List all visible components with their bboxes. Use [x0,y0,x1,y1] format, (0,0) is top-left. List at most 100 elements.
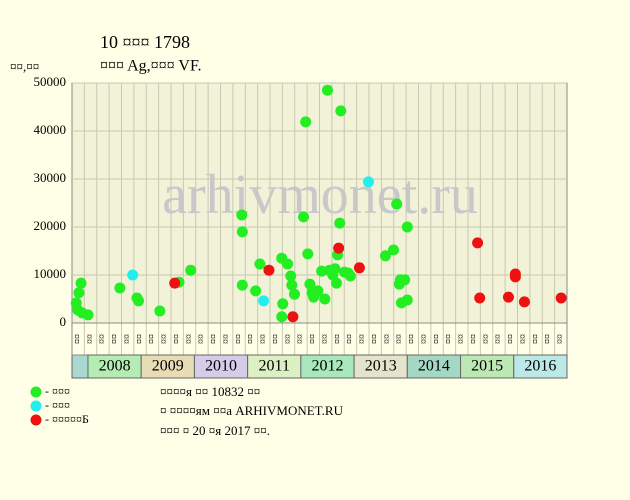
dot [344,270,356,282]
dot [333,242,345,254]
x-tick-label: ¤¤ [308,334,319,344]
dot [321,84,333,96]
dot [285,270,297,282]
dot [185,264,197,276]
x-tick-label: ¤¤ [444,334,455,344]
legend-label: - ¤¤¤ [45,384,70,398]
y-tick-label: 10000 [34,266,67,281]
dot [263,264,275,276]
chart-title: 10 ¤¤¤ 1798 [100,32,190,52]
x-tick-label: ¤¤ [147,334,158,344]
x-tick-label: ¤¤ [85,334,96,344]
note: ¤¤¤ ¤ 20 ¤я 2017 ¤¤. [160,423,270,438]
dot [282,258,294,270]
x-tick-label: ¤¤ [332,334,343,344]
x-tick-label: ¤¤ [134,334,145,344]
x-tick-label: ¤¤ [246,334,257,344]
dot [555,292,567,304]
dot [509,271,521,283]
dot [114,282,126,294]
y-tick-label: 40000 [34,122,67,137]
x-tick-label: ¤¤ [456,334,467,344]
dot [472,237,484,249]
dot [276,311,288,323]
x-tick-label: ¤¤ [233,334,244,344]
year-label: 2011 [259,358,290,375]
x-tick-label: ¤¤ [530,334,541,344]
x-tick-label: ¤¤ [209,334,220,344]
x-tick-label: ¤¤ [97,334,108,344]
x-tick-label: ¤¤ [518,334,529,344]
x-tick-label: ¤¤ [506,334,517,344]
dot [380,250,391,262]
dot [277,298,289,310]
dot [401,294,413,306]
x-tick-label: ¤¤ [419,334,430,344]
legend-marker [30,386,42,398]
x-tick-label: ¤¤ [357,334,368,344]
x-tick-label: ¤¤ [431,334,442,344]
dot [286,279,298,291]
dot [287,311,299,323]
dot [133,295,145,307]
note: ¤¤¤¤я ¤¤ 10832 ¤¤ [160,384,260,399]
dot [288,288,300,300]
x-tick-label: ¤¤ [283,334,294,344]
dot [300,116,312,128]
y-tick-label: 30000 [34,170,67,185]
dot [334,217,346,229]
x-tick-label: ¤¤ [320,334,331,344]
y-axis-label: ¤¤,¤¤ [10,59,39,74]
year-cell [71,354,89,379]
legend-marker [30,400,42,412]
year-label: 2012 [311,358,343,375]
year-label: 2013 [365,358,397,375]
dot [154,305,166,317]
dot [236,209,248,221]
dot [236,226,248,238]
dot [391,198,403,210]
dot [474,292,486,304]
x-tick-label: ¤¤ [407,334,418,344]
x-tick-label: ¤¤ [555,334,566,344]
dot [75,277,87,289]
dot [319,293,331,305]
dot [518,296,530,308]
x-tick-label: ¤¤ [122,334,133,344]
dot [304,278,316,290]
x-tick-label: ¤¤ [184,334,195,344]
dot [82,309,94,321]
x-tick-label: ¤¤ [345,334,356,344]
dot [236,279,248,291]
dot [335,105,347,117]
dot [169,277,181,289]
y-tick-label: 0 [60,314,67,329]
x-tick-label: ¤¤ [159,334,170,344]
dot [331,277,343,289]
note: ¤ ¤¤¤¤ям ¤¤а ARHIVMONET.RU [160,403,344,418]
x-tick-label: ¤¤ [72,334,83,344]
y-tick-label: 50000 [34,74,67,89]
x-tick-label: ¤¤ [221,334,232,344]
legend-marker [30,414,42,426]
x-tick-label: ¤¤ [110,334,121,344]
dot [73,287,85,299]
dot [329,263,341,275]
year-label: 2014 [418,358,450,375]
x-tick-label: ¤¤ [295,334,306,344]
dot [127,269,139,281]
chart-subtitle: ¤¤¤ Ag,¤¤¤ VF. [100,58,202,75]
legend-label: - ¤¤¤¤¤Б [45,412,89,426]
dot [362,176,374,188]
dot [258,295,270,307]
year-label: 2015 [471,358,503,375]
year-label: 2008 [99,358,131,375]
dot [298,211,310,223]
dot [502,291,514,303]
y-tick-label: 20000 [34,218,67,233]
dot [312,285,324,297]
dot [316,265,328,277]
x-tick-label: ¤¤ [394,334,405,344]
year-label: 2009 [152,358,184,375]
